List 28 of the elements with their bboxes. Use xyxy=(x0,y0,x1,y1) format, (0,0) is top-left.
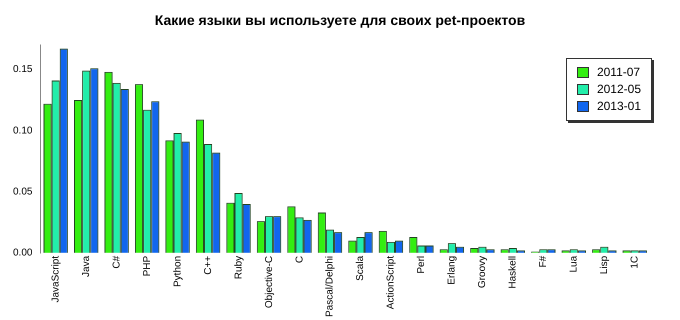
x-tick-label: Objective-C xyxy=(264,256,275,308)
x-tick-label: ActionScript xyxy=(386,256,397,310)
x-tick-label: Python xyxy=(172,256,184,287)
x-tick-label: PHP xyxy=(142,256,153,276)
x-tick-label: C# xyxy=(111,255,122,269)
legend-label: 2012-05 xyxy=(596,81,641,98)
x-tick-label: C++ xyxy=(202,256,214,275)
x-tick-label: Haskell xyxy=(508,256,519,289)
x-tick-label: JavaScript xyxy=(50,256,62,303)
x-tick-label: Java xyxy=(80,255,92,277)
x-tick-label: Groovy xyxy=(477,256,488,288)
x-tick-label: C xyxy=(294,256,306,264)
x-tick-label: Scala xyxy=(355,255,366,281)
y-tick-label: 0.00 xyxy=(12,248,33,259)
legend-label: 2011-07 xyxy=(596,64,640,81)
x-tick-label: Perl xyxy=(416,256,428,274)
x-tick-label: Erlang xyxy=(446,256,458,285)
chart-title: Какие языки вы используете для своих pet-проектов xyxy=(154,12,526,28)
y-tick-label: 0.10 xyxy=(12,125,33,136)
y-tick-label: 0.15 xyxy=(12,64,33,76)
x-tick-label: Lisp xyxy=(599,255,610,274)
x-tick-label: F# xyxy=(538,255,550,268)
x-tick-label: Ruby xyxy=(233,256,244,280)
legend-label: 2013-01 xyxy=(596,98,641,115)
x-tick-label: Lua xyxy=(568,255,580,273)
x-tick-label: 1C xyxy=(630,256,641,269)
x-tick-label: Pascal/Delphi xyxy=(324,256,336,318)
y-tick-label: 0.05 xyxy=(12,186,33,198)
